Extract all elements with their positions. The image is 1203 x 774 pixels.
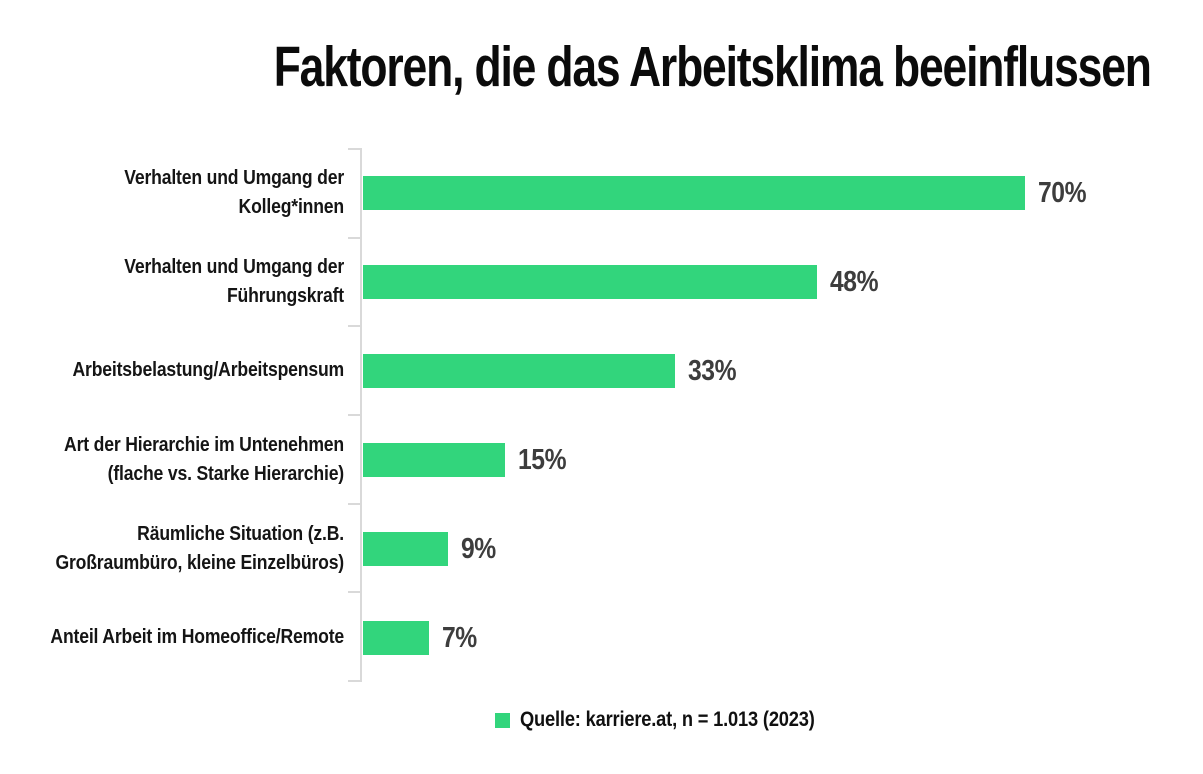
value-label: 48%: [830, 265, 879, 298]
plot-area: Verhalten und Umgang der Kolleg*innen 70%…: [0, 148, 1203, 682]
legend-label: Quelle: karriere.at, n = 1.013 (2023): [519, 708, 815, 731]
legend-swatch-icon: [494, 712, 510, 728]
category-label: Räumliche Situation (z.B. Großraumbüro, …: [55, 522, 344, 574]
bar: [363, 265, 817, 299]
chart-title: Faktoren, die das Arbeitsklima beeinflus…: [273, 35, 1152, 99]
value-label: 9%: [461, 532, 496, 565]
bar: [363, 443, 505, 477]
y-axis-tick: [348, 680, 360, 682]
y-axis-tick: [348, 503, 360, 505]
category-label: Art der Hierarchie im Untenehmen (flache…: [64, 433, 344, 485]
bar: [363, 354, 675, 388]
category-label: Verhalten und Umgang der Führungskraft: [124, 255, 344, 307]
y-axis-tick: [348, 591, 360, 593]
value-label: 33%: [688, 354, 737, 387]
category-label: Arbeitsbelastung/Arbeitspensum: [72, 359, 345, 381]
y-axis-tick: [348, 237, 360, 239]
bar: [363, 532, 448, 566]
value-label: 7%: [442, 621, 477, 654]
y-axis-line: [360, 148, 362, 682]
y-axis-tick: [348, 325, 360, 327]
chart-header: Faktoren, die das Arbeitsklima beeinflus…: [0, 34, 1203, 100]
value-label: 70%: [1038, 176, 1087, 209]
legend-wrap: Quelle: karriere.at, n = 1.013 (2023): [0, 708, 1203, 733]
bar: [363, 176, 1025, 210]
category-label: Verhalten und Umgang der Kolleg*innen: [124, 166, 344, 218]
y-axis-tick: [348, 148, 360, 150]
legend: Quelle: karriere.at, n = 1.013 (2023): [494, 708, 859, 732]
category-label: Anteil Arbeit im Homeoffice/Remote: [50, 626, 344, 648]
y-axis-tick: [348, 414, 360, 416]
bar: [363, 621, 429, 655]
value-label: 15%: [518, 443, 567, 476]
